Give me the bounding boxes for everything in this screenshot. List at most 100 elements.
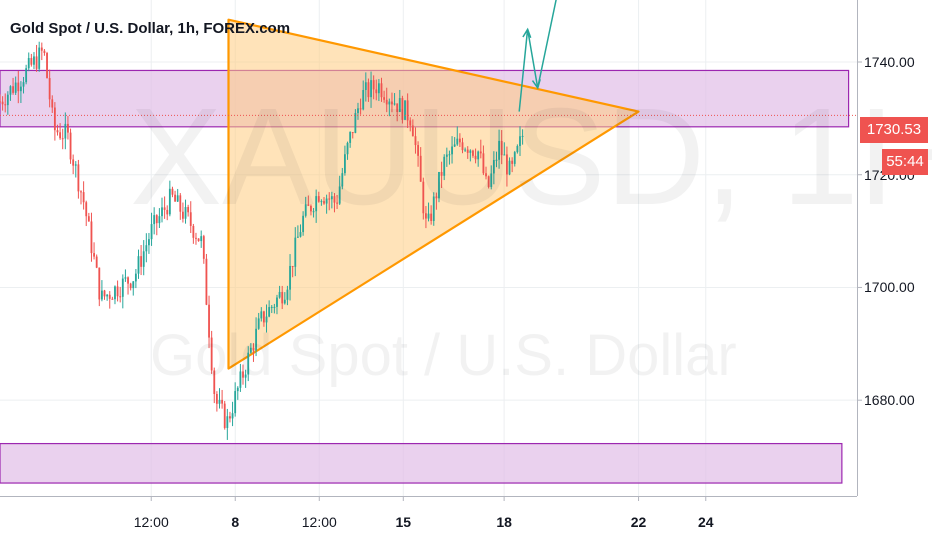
candle-body — [223, 403, 226, 428]
candle-body — [51, 99, 54, 108]
candle-body — [35, 56, 38, 69]
candle-body — [249, 347, 252, 353]
candle-body — [312, 211, 315, 213]
candle-body — [119, 296, 122, 298]
candle-body — [265, 316, 268, 323]
candle-body — [195, 237, 197, 239]
candle-body — [513, 152, 516, 164]
candle-body — [262, 311, 265, 323]
candle-body — [163, 207, 166, 210]
candle-body — [145, 245, 148, 252]
candle-body — [435, 196, 438, 199]
projection-arrow-path — [518, 0, 557, 112]
candle-body — [142, 251, 145, 267]
candle-body — [351, 132, 354, 134]
candle-body — [268, 307, 271, 317]
candle-body — [226, 416, 229, 428]
x-tick-label: 22 — [630, 514, 647, 530]
candle-body — [234, 391, 237, 414]
candle-body — [257, 318, 260, 329]
candle-body — [1, 101, 4, 105]
candle-body — [221, 399, 224, 404]
candle-body — [310, 205, 312, 212]
candle-body — [430, 213, 433, 221]
x-tick-label: 12:00 — [301, 514, 337, 530]
candle-body — [359, 108, 362, 110]
candle-body — [323, 201, 325, 204]
candle-body — [490, 173, 493, 187]
candle-body — [200, 236, 203, 242]
candle-body — [64, 123, 67, 139]
candle-body — [114, 286, 116, 300]
candle-body — [500, 140, 503, 156]
candle-body — [391, 101, 393, 105]
candle-body — [385, 99, 388, 105]
candle-body — [205, 258, 208, 305]
candle-body — [409, 120, 412, 126]
candle-body — [432, 196, 435, 221]
candle-body — [375, 89, 378, 94]
candle-body — [286, 289, 289, 300]
candle-body — [132, 281, 135, 289]
candle-body — [278, 291, 281, 298]
zone-2 — [0, 442, 843, 484]
arrowhead-up — [522, 27, 532, 39]
candle-body — [273, 306, 276, 308]
candle-body — [315, 196, 318, 212]
candle-body — [260, 311, 263, 319]
candle-body — [77, 164, 80, 192]
candle-body — [197, 238, 200, 242]
candle-body — [27, 58, 30, 69]
chart-title: Gold Spot / U.S. Dollar, 1h, FOREX.com — [10, 20, 291, 37]
candle-body — [464, 149, 467, 151]
candle-body — [370, 80, 372, 98]
candle-body — [106, 294, 109, 297]
candle-body — [187, 207, 190, 213]
candle-body — [296, 236, 299, 238]
candle-body — [482, 153, 485, 174]
candle-body — [519, 136, 521, 147]
projection-arrow-drawing[interactable] — [518, 0, 559, 112]
candle-body — [283, 299, 286, 304]
candle-body — [325, 198, 328, 204]
candle-body — [299, 232, 302, 237]
candle-body — [218, 399, 221, 404]
y-tick-label: 1740.00 — [864, 54, 915, 70]
bar-countdown-label: 55:44 — [882, 149, 928, 175]
candle-body — [9, 86, 12, 95]
candle-body — [291, 265, 294, 267]
axes — [0, 0, 862, 501]
candle-body — [255, 328, 257, 351]
candle-body — [129, 283, 132, 289]
candle-body — [69, 132, 72, 160]
candle-body — [357, 108, 359, 114]
candle-body — [461, 142, 464, 151]
candle-body — [474, 155, 477, 160]
candle-body — [330, 196, 333, 200]
candle-body — [456, 138, 459, 145]
candle-body — [210, 337, 213, 371]
candle-body — [67, 123, 69, 133]
candle-body — [239, 371, 242, 388]
candle-body — [155, 215, 158, 224]
candle-body — [124, 277, 127, 279]
candle-body — [140, 256, 143, 267]
candle-body — [171, 188, 174, 195]
candle-body — [443, 156, 446, 176]
candle-body — [406, 100, 409, 121]
candle-body — [231, 413, 234, 419]
candle-body — [380, 83, 383, 98]
candle-body — [333, 196, 336, 203]
candle-body — [362, 89, 365, 110]
candle-body — [56, 130, 59, 133]
candle-body — [213, 370, 216, 395]
candle-body — [90, 221, 93, 254]
candle-body — [521, 135, 524, 137]
candle-body — [121, 278, 124, 297]
candle-body — [108, 294, 111, 299]
candle-body — [25, 68, 28, 83]
candle-body — [401, 98, 404, 120]
candle-body — [341, 173, 344, 187]
candle-body — [388, 101, 391, 105]
